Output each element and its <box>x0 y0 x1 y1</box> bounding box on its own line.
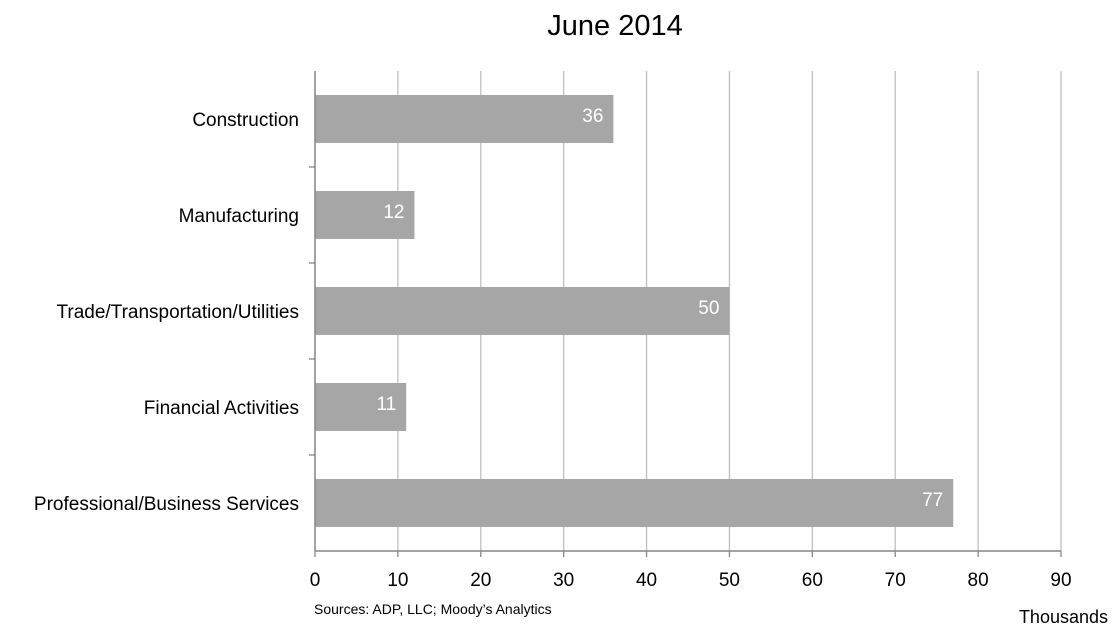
bar <box>315 191 415 239</box>
x-tick-label: 20 <box>470 570 491 591</box>
data-label: 11 <box>376 394 396 415</box>
data-label: 50 <box>698 298 719 319</box>
x-tick-label: 50 <box>719 570 740 591</box>
x-tick-label: 90 <box>1050 570 1071 591</box>
category-label: Financial Activities <box>144 398 299 419</box>
x-tick-label: 0 <box>310 570 321 591</box>
bar <box>315 383 407 431</box>
bar <box>315 479 954 527</box>
category-label: Manufacturing <box>179 206 299 227</box>
data-label: 36 <box>582 106 603 127</box>
category-label: Trade/Transportation/Utilities <box>56 302 299 323</box>
labels: 0 10 20 30 40 50 60 70 80 90 Construction 36 Manufac… <box>34 106 1072 591</box>
x-tick-label: 10 <box>387 570 408 591</box>
data-label: 77 <box>922 490 943 511</box>
x-unit-label: Thousands <box>1019 607 1108 627</box>
bar <box>315 287 730 335</box>
data-label: 12 <box>383 202 404 223</box>
x-tick-label: 30 <box>553 570 574 591</box>
bar <box>315 95 614 143</box>
source-note: Sources: ADP, LLC; Moody’s Analytics <box>314 601 552 617</box>
category-label: Professional/Business Services <box>34 494 299 515</box>
x-tick-label: 70 <box>885 570 906 591</box>
x-tick-label: 60 <box>802 570 823 591</box>
chart-title: June 2014 <box>547 10 682 42</box>
x-tick-label: 80 <box>968 570 989 591</box>
axes <box>309 71 1062 557</box>
bars <box>315 95 954 527</box>
category-label: Construction <box>192 110 299 131</box>
x-tick-label: 40 <box>636 570 657 591</box>
